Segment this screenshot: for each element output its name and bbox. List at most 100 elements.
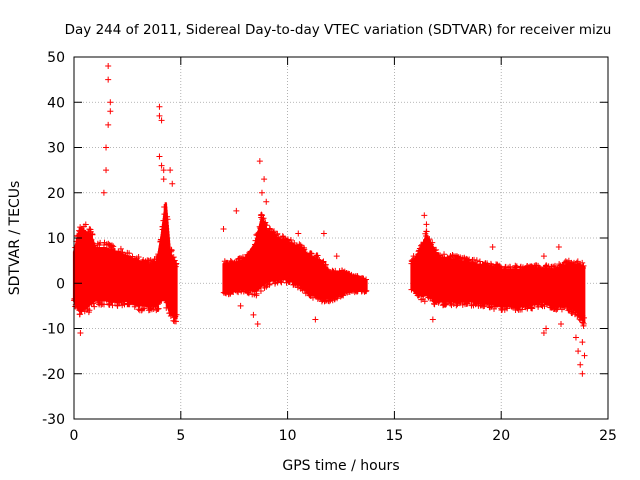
- data-point: [114, 302, 121, 309]
- outlier-point: [105, 76, 112, 83]
- y-tick-label: -30: [42, 412, 65, 428]
- data-point: [442, 301, 449, 308]
- y-tick-label: -10: [42, 322, 65, 338]
- outlier-point: [579, 339, 586, 346]
- data-point: [253, 290, 260, 297]
- outlier-point: [158, 117, 165, 124]
- x-tick-label: 20: [492, 428, 510, 444]
- outlier-point: [169, 180, 176, 187]
- data-point: [117, 245, 124, 252]
- data-point: [155, 305, 162, 312]
- data-point: [307, 250, 314, 257]
- outlier-point: [100, 189, 107, 196]
- outlier-point: [540, 330, 547, 337]
- y-tick-label: 40: [47, 95, 65, 111]
- data-point: [168, 247, 175, 254]
- data-point: [453, 302, 460, 309]
- outlier-point: [77, 330, 84, 337]
- outlier-point: [107, 99, 114, 106]
- outlier-point: [572, 334, 579, 341]
- outlier-point: [160, 176, 167, 183]
- data-point: [82, 221, 89, 228]
- outlier-point: [160, 167, 167, 174]
- data-point: [287, 237, 294, 244]
- data-point: [449, 252, 456, 259]
- outlier-point: [423, 221, 430, 228]
- y-tick-label: 0: [56, 276, 65, 292]
- outlier-point: [555, 244, 562, 251]
- data-point: [258, 211, 265, 218]
- data-point: [314, 252, 321, 259]
- outlier-point: [540, 253, 547, 260]
- data-point: [296, 241, 303, 248]
- outlier-point: [233, 207, 240, 214]
- data-point: [271, 228, 278, 235]
- x-tick-label: 25: [599, 428, 617, 444]
- data-point: [473, 257, 480, 264]
- data-point: [263, 222, 270, 229]
- data-point: [552, 262, 559, 269]
- outlier-point: [103, 167, 110, 174]
- data-point: [529, 305, 536, 312]
- data-point: [173, 311, 180, 318]
- data-point: [245, 290, 252, 297]
- outlier-point: [577, 361, 584, 368]
- data-point: [164, 216, 171, 223]
- data-point: [326, 298, 333, 305]
- data-point: [556, 261, 563, 268]
- outlier-point: [220, 225, 227, 232]
- y-tick-label: 50: [47, 50, 65, 66]
- outlier-point: [107, 108, 114, 115]
- outlier-point: [320, 230, 327, 237]
- data-point: [170, 254, 177, 261]
- y-tick-label: -20: [42, 367, 65, 383]
- data-point: [91, 303, 98, 310]
- data-point: [170, 317, 177, 324]
- outlier-point: [105, 63, 112, 70]
- data-point: [429, 239, 436, 246]
- data-point: [86, 307, 93, 314]
- outlier-point: [237, 302, 244, 309]
- outlier-point: [543, 325, 550, 332]
- data-point: [135, 254, 142, 261]
- data-point: [322, 261, 329, 268]
- data-point: [89, 231, 96, 238]
- axis-ticks: 0 5 10 15 20 25 -30 -20 -10 0 10 20 30 40 50: [42, 50, 617, 444]
- outlier-point: [421, 212, 428, 219]
- outlier-point: [295, 230, 302, 237]
- outlier-point: [254, 320, 261, 327]
- x-tick-label: 15: [385, 428, 403, 444]
- outlier-point: [575, 348, 582, 355]
- outlier-point: [250, 311, 257, 318]
- data-point: [110, 243, 117, 250]
- outlier-point: [261, 176, 268, 183]
- data-point: [574, 258, 581, 265]
- x-axis-label: GPS time / hours: [282, 458, 399, 474]
- outlier-point: [263, 198, 270, 205]
- data-point: [579, 259, 586, 266]
- outlier-point: [256, 158, 263, 165]
- outlier-point: [158, 162, 165, 169]
- data-point: [476, 258, 483, 265]
- outlier-point: [581, 352, 588, 359]
- data-point: [266, 225, 273, 232]
- y-axis-label: SDTVAR / TECUs: [7, 181, 23, 296]
- chart-title: Day 244 of 2011, Sidereal Day-to-day VTE…: [65, 22, 612, 38]
- outlier-point: [579, 370, 586, 377]
- data-point: [173, 318, 180, 325]
- outlier-point: [156, 103, 163, 110]
- outlier-point: [489, 244, 496, 251]
- x-tick-label: 5: [176, 428, 185, 444]
- outlier-point: [558, 320, 565, 327]
- outlier-point: [333, 253, 340, 260]
- data-point: [433, 246, 440, 253]
- data-point: [126, 250, 133, 257]
- data-point: [573, 259, 580, 266]
- data-point: [441, 251, 448, 258]
- outlier-point: [410, 253, 417, 260]
- x-tick-label: 0: [70, 428, 79, 444]
- data-point: [274, 230, 281, 237]
- data-point: [421, 298, 428, 305]
